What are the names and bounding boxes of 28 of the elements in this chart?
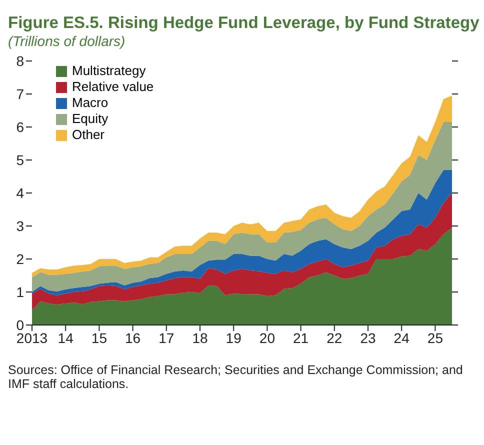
- source-note: Sources: Office of Financial Research; Securities and Exchange Commission; and IMF staff calculations.: [8, 363, 464, 391]
- legend-label: Relative value: [72, 79, 154, 95]
- x-tick-label: 20: [259, 330, 276, 346]
- x-tick-label: 18: [192, 330, 208, 346]
- x-tick-label: 16: [125, 330, 141, 346]
- chart-title: Figure ES.5. Rising Hedge Fund Leverage, by Fund Strategy: [8, 14, 480, 33]
- legend-label: Macro: [72, 95, 108, 111]
- x-tick-label: 14: [58, 330, 74, 346]
- x-tick-label: 17: [158, 330, 174, 346]
- y-tick-label: 3: [16, 218, 24, 234]
- x-tick-label: 25: [427, 330, 444, 346]
- legend-label: Equity: [72, 111, 108, 127]
- legend-label: Other: [72, 127, 105, 143]
- y-tick-label: 8: [16, 52, 24, 69]
- y-tick-label: 2: [16, 250, 24, 267]
- x-tick-label: 15: [91, 330, 108, 346]
- y-tick-label: 7: [16, 86, 24, 102]
- x-tick-label: 22: [326, 330, 342, 346]
- x-tick-label: 19: [226, 330, 242, 346]
- x-tick-label: 23: [360, 330, 376, 346]
- chart-subtitle: (Trillions of dollars): [8, 33, 126, 49]
- x-tick-label: 21: [293, 330, 309, 346]
- y-tick-label: 6: [16, 118, 24, 135]
- y-tick-label: 5: [16, 152, 24, 168]
- y-tick-label: 4: [16, 184, 24, 201]
- y-tick-label: 1: [16, 284, 24, 300]
- x-tick-label: 24: [394, 330, 410, 346]
- legend-label: Multistrategy: [72, 63, 146, 79]
